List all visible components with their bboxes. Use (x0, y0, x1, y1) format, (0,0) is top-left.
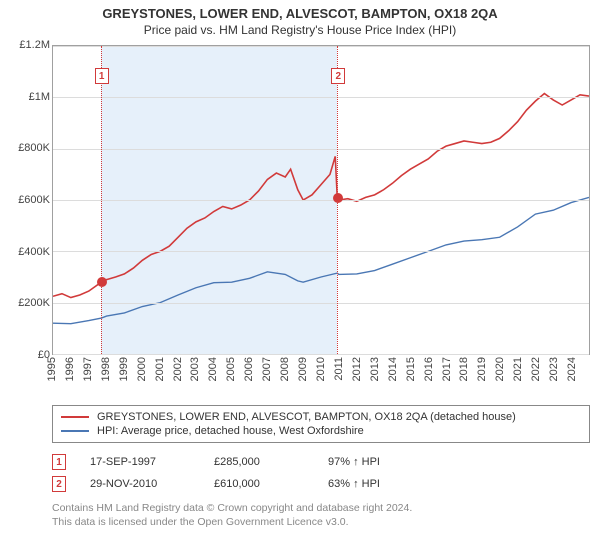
x-tick-label: 2020 (494, 357, 506, 381)
sale-marker-1: 1 (95, 68, 109, 84)
sale-date: 17-SEP-1997 (90, 456, 190, 468)
x-tick-label: 2008 (279, 357, 291, 381)
plot-region: 12 (52, 45, 590, 355)
x-tick-label: 1995 (46, 357, 58, 381)
sale-row-marker: 2 (52, 476, 66, 492)
sale-hpi: 63% ↑ HPI (328, 478, 380, 490)
gridline (53, 303, 589, 304)
gridline (53, 200, 589, 201)
x-tick-label: 2010 (315, 357, 327, 381)
y-tick-label: £800K (4, 142, 50, 154)
gridline (53, 97, 589, 98)
footer-attribution: Contains HM Land Registry data © Crown c… (52, 501, 590, 529)
x-tick-label: 1999 (118, 357, 130, 381)
sales-table: 1 17-SEP-1997 £285,000 97% ↑ HPI 2 29-NOV-201… (52, 451, 590, 495)
x-tick-label: 2023 (548, 357, 560, 381)
chart-title: GREYSTONES, LOWER END, ALVESCOT, BAMPTON… (0, 6, 600, 21)
x-tick-label: 2004 (207, 357, 219, 381)
y-tick-label: £600K (4, 194, 50, 206)
series-line (53, 197, 589, 323)
x-tick-label: 2012 (351, 357, 363, 381)
x-tick-label: 1997 (82, 357, 94, 381)
x-tick-label: 2018 (458, 357, 470, 381)
x-tick-label: 2019 (476, 357, 488, 381)
legend-label: GREYSTONES, LOWER END, ALVESCOT, BAMPTON… (97, 411, 516, 423)
legend-item: HPI: Average price, detached house, West… (61, 424, 581, 438)
series-line (53, 93, 589, 297)
sale-dot (333, 193, 343, 203)
x-tick-label: 2007 (261, 357, 273, 381)
x-tick-label: 2016 (423, 357, 435, 381)
sale-price: £610,000 (214, 478, 304, 490)
legend-label: HPI: Average price, detached house, West… (97, 425, 364, 437)
y-tick-label: £0 (4, 349, 50, 361)
gridline (53, 251, 589, 252)
x-tick-label: 2002 (172, 357, 184, 381)
x-tick-label: 2014 (387, 357, 399, 381)
x-tick-label: 2000 (136, 357, 148, 381)
x-tick-label: 2024 (566, 357, 578, 381)
x-tick-label: 2021 (512, 357, 524, 381)
chart-area: £0£200K£400K£600K£800K£1M£1.2M 12 199519… (10, 45, 590, 401)
x-tick-label: 1998 (100, 357, 112, 381)
x-tick-label: 2013 (369, 357, 381, 381)
sale-vline (101, 46, 102, 354)
y-tick-label: £1.2M (4, 39, 50, 51)
x-tick-label: 2011 (333, 357, 345, 381)
sale-dot (97, 277, 107, 287)
legend-swatch (61, 416, 89, 418)
sale-date: 29-NOV-2010 (90, 478, 190, 490)
legend-item: GREYSTONES, LOWER END, ALVESCOT, BAMPTON… (61, 410, 581, 424)
legend: GREYSTONES, LOWER END, ALVESCOT, BAMPTON… (52, 405, 590, 443)
gridline (53, 149, 589, 150)
y-tick-label: £400K (4, 246, 50, 258)
x-tick-label: 2022 (530, 357, 542, 381)
gridline (53, 46, 589, 47)
x-tick-label: 2006 (243, 357, 255, 381)
sale-row: 2 29-NOV-2010 £610,000 63% ↑ HPI (52, 473, 590, 495)
x-tick-label: 2003 (189, 357, 201, 381)
x-tick-label: 2009 (297, 357, 309, 381)
chart-subtitle: Price paid vs. HM Land Registry's House … (0, 23, 600, 37)
y-tick-label: £1M (4, 91, 50, 103)
x-tick-label: 1996 (64, 357, 76, 381)
x-tick-label: 2015 (405, 357, 417, 381)
x-tick-label: 2017 (441, 357, 453, 381)
footer-line-2: This data is licensed under the Open Gov… (52, 515, 590, 529)
legend-swatch (61, 430, 89, 432)
sale-price: £285,000 (214, 456, 304, 468)
x-tick-label: 2005 (225, 357, 237, 381)
sale-row-marker: 1 (52, 454, 66, 470)
sale-marker-2: 2 (331, 68, 345, 84)
y-tick-label: £200K (4, 297, 50, 309)
sale-row: 1 17-SEP-1997 £285,000 97% ↑ HPI (52, 451, 590, 473)
sale-hpi: 97% ↑ HPI (328, 456, 380, 468)
footer-line-1: Contains HM Land Registry data © Crown c… (52, 501, 590, 515)
x-tick-label: 2001 (154, 357, 166, 381)
